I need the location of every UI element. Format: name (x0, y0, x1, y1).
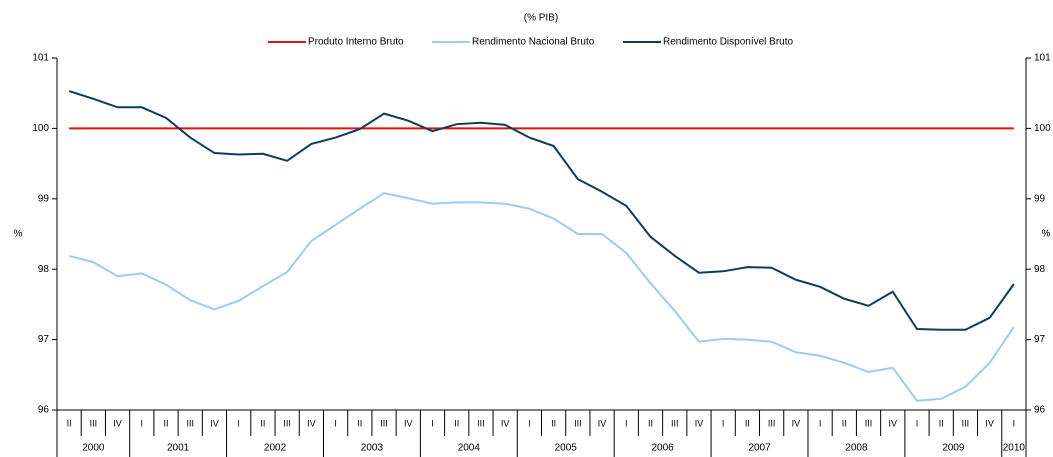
x-tick-label: II (260, 418, 265, 428)
x-tick-label: II (164, 418, 169, 428)
year-label: 2003 (361, 443, 384, 454)
x-tick-label: I (334, 418, 337, 428)
x-tick-label: I (625, 418, 628, 428)
y2-tick-label: 98 (1034, 264, 1046, 275)
x-tick-label: I (1013, 418, 1016, 428)
x-tick-label: IV (889, 418, 898, 428)
x-tick-label: IV (985, 418, 994, 428)
y2-tick-label: 101 (1034, 53, 1051, 64)
x-tick-label: IV (598, 418, 607, 428)
x-tick-label: II (454, 418, 459, 428)
year-label: 2001 (167, 443, 190, 454)
year-label: 2004 (458, 443, 481, 454)
x-tick-label: I (916, 418, 919, 428)
year-label: 2006 (652, 443, 675, 454)
y-axis-label: % (14, 229, 23, 240)
y-tick-label: 101 (32, 53, 49, 64)
series-line (68, 192, 1015, 402)
x-tick-label: II (551, 418, 556, 428)
x-tick-label: II (357, 418, 362, 428)
x-tick-label: III (671, 418, 679, 428)
x-tick-label: III (90, 418, 98, 428)
x-tick-label: II (745, 418, 750, 428)
year-label: 2008 (845, 443, 868, 454)
x-tick-label: II (648, 418, 653, 428)
x-tick-label: III (283, 418, 291, 428)
y2-axis-label: % (1042, 229, 1051, 240)
x-tick-label: IV (695, 418, 704, 428)
series-line (68, 90, 1015, 331)
y-tick-label: 98 (38, 264, 50, 275)
x-tick-label: IV (307, 418, 316, 428)
x-tick-label: III (186, 418, 194, 428)
x-tick-label: I (819, 418, 822, 428)
y2-tick-label: 100 (1034, 123, 1051, 134)
y2-tick-label: 99 (1034, 193, 1046, 204)
x-tick-label: II (939, 418, 944, 428)
y2-tick-label: 96 (1034, 405, 1046, 416)
x-tick-label: IV (113, 418, 122, 428)
x-tick-label: II (67, 418, 72, 428)
x-tick-label: I (431, 418, 434, 428)
x-tick-label: I (141, 418, 144, 428)
x-tick-label: I (528, 418, 531, 428)
x-tick-label: IV (210, 418, 219, 428)
legend-label: Rendimento Nacional Bruto (472, 37, 595, 48)
y-tick-label: 100 (32, 123, 49, 134)
x-tick-label: II (842, 418, 847, 428)
x-tick-label: III (865, 418, 873, 428)
year-label: 2009 (942, 443, 965, 454)
x-tick-label: III (574, 418, 582, 428)
year-label: 2010 (1003, 443, 1026, 454)
x-tick-label: IV (404, 418, 413, 428)
x-tick-label: IV (792, 418, 801, 428)
x-tick-label: I (237, 418, 240, 428)
x-tick-label: III (962, 418, 970, 428)
year-label: 2002 (264, 443, 287, 454)
legend-label: Rendimento Disponível Bruto (663, 37, 794, 48)
y-tick-label: 97 (38, 334, 50, 345)
x-tick-label: III (477, 418, 485, 428)
y-tick-label: 96 (38, 405, 50, 416)
y2-tick-label: 97 (1034, 334, 1046, 345)
chart-title: (% PIB) (524, 13, 558, 24)
x-tick-label: III (380, 418, 388, 428)
year-label: 2000 (82, 443, 105, 454)
x-tick-label: IV (501, 418, 510, 428)
x-tick-label: III (768, 418, 776, 428)
year-label: 2005 (555, 443, 578, 454)
legend-label: Produto Interno Bruto (308, 37, 404, 48)
y-tick-label: 99 (38, 193, 50, 204)
x-tick-label: I (722, 418, 725, 428)
year-label: 2007 (748, 443, 771, 454)
